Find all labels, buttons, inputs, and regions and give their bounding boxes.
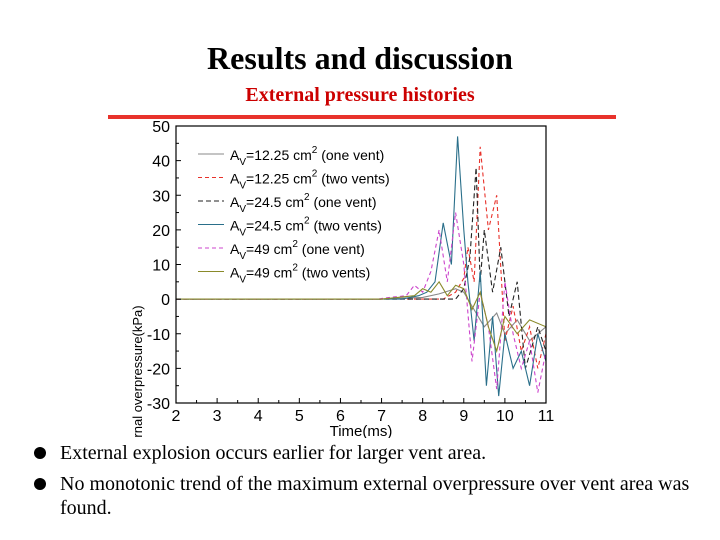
x-tick-label: 5 [295, 408, 304, 425]
legend-label-rest: =12.25 cm [246, 171, 312, 187]
x-tick-label: 4 [254, 408, 263, 425]
legend-label-main: A [230, 171, 240, 187]
legend-label-6: AV=49 cm2 (two vents) [230, 263, 370, 286]
series-layer [176, 136, 546, 397]
series-line-3 [176, 167, 546, 369]
legend-label-sub: V [239, 251, 246, 262]
slide-subtitle: External pressure histories [245, 84, 475, 106]
legend-label-sup: 2 [312, 145, 318, 156]
legend-label-rest: =24.5 cm [246, 218, 304, 234]
y-tick-label: -30 [147, 396, 170, 413]
y-tick-label: 20 [152, 223, 170, 240]
y-tick-label: -20 [147, 361, 170, 378]
legend-label-sup: 2 [292, 239, 298, 250]
legend-label-tail: (one vent) [317, 147, 384, 163]
legend-label-main: A [230, 194, 240, 210]
y-tick-label: -10 [147, 327, 170, 344]
y-axis-label: External overpressure(kPa) [130, 305, 145, 438]
bullet-list: External explosion occurs earlier for la… [30, 441, 710, 527]
legend-label-main: A [230, 265, 240, 281]
legend-label-main: A [230, 147, 240, 163]
legend-label-sub: V [239, 228, 246, 239]
slide-title: Results and discussion [207, 40, 513, 76]
legend-label-rest: =49 cm [246, 265, 292, 281]
legend-label-5: AV=49 cm2 (one vent) [230, 239, 365, 262]
legend-label-main: A [230, 241, 240, 257]
legend-label-3: AV=24.5 cm2 (one vent) [230, 192, 377, 215]
bullet-item: No monotonic trend of the maximum extern… [30, 472, 710, 520]
legend-label-sup: 2 [304, 192, 310, 203]
legend-label-tail: (one vent) [310, 194, 377, 210]
legend-label-rest: =12.25 cm [246, 147, 312, 163]
series-line-5 [176, 212, 546, 393]
bullet-dot-icon [34, 478, 46, 490]
x-tick-label: 3 [213, 408, 222, 425]
x-tick-label: 8 [418, 408, 427, 425]
pressure-history-chart: 2 3 4 5 6 7 8 9 10 11 50 40 30 20 10 0 -10 -20 -30 Time(ms)… [130, 119, 554, 438]
series-line-6 [176, 280, 546, 354]
x-tick-label: 9 [459, 408, 468, 425]
y-tick-label: 50 [152, 119, 170, 136]
bullet-item: External explosion occurs earlier for la… [30, 441, 710, 465]
y-tick-label: 0 [161, 292, 170, 309]
legend-label-4: AV=24.5 cm2 (two vents) [230, 216, 382, 239]
legend-label-sub: V [239, 275, 246, 286]
legend-label-sub: V [239, 204, 246, 215]
legend-label-sub: V [239, 181, 246, 192]
legend-label-tail: (two vents) [317, 171, 389, 187]
legend-label-tail: (two vents) [310, 218, 382, 234]
axes-layer: 2 3 4 5 6 7 8 9 10 11 50 40 30 20 10 0 -10 -20 -30 Time(ms)… [130, 119, 554, 438]
legend-label-tail: (two vents) [298, 265, 370, 281]
legend-label-sup: 2 [312, 169, 318, 180]
x-tick-label: 7 [377, 408, 386, 425]
legend-label-sub: V [239, 157, 246, 168]
x-tick-label: 2 [172, 408, 181, 425]
x-tick-label: 11 [538, 408, 555, 425]
legend-label-rest: =49 cm [246, 241, 292, 257]
legend-label-rest: =24.5 cm [246, 194, 304, 210]
legend: AV=12.25 cm2 (one vent)AV=12.25 cm2 (two… [198, 145, 390, 286]
legend-label-sup: 2 [304, 216, 310, 227]
series-line-2 [176, 146, 546, 369]
title-underline [108, 115, 616, 119]
y-tick-label: 30 [152, 188, 170, 205]
series-line-1 [176, 288, 546, 342]
legend-label-sup: 2 [292, 263, 298, 274]
legend-label-main: A [230, 218, 240, 234]
legend-label-1: AV=12.25 cm2 (one vent) [230, 145, 384, 168]
bullet-text: External explosion occurs earlier for la… [60, 442, 487, 464]
bullet-dot-icon [34, 447, 46, 459]
y-tick-label: 10 [152, 258, 170, 275]
x-axis-label: Time(ms) [330, 423, 393, 438]
bullet-text: No monotonic trend of the maximum extern… [60, 473, 690, 519]
legend-label-tail: (one vent) [298, 241, 365, 257]
x-tick-label: 6 [336, 408, 345, 425]
y-tick-label: 40 [152, 154, 170, 171]
x-tick-label: 10 [496, 408, 514, 425]
legend-label-2: AV=12.25 cm2 (two vents) [230, 169, 390, 192]
